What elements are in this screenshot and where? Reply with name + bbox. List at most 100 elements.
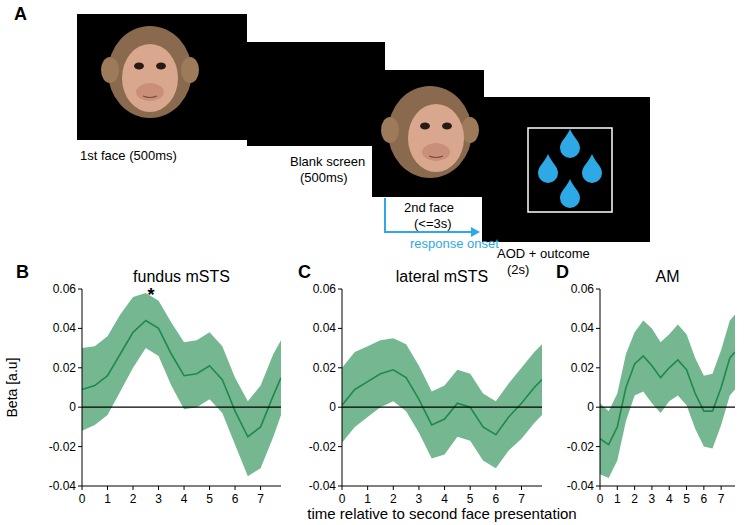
panel-letter: B	[16, 262, 29, 282]
x-tick	[418, 486, 419, 490]
face-ear	[101, 57, 119, 83]
significance-marker: *	[147, 285, 154, 305]
x-tick	[721, 486, 722, 490]
y-tick-label: 0.02	[571, 361, 595, 375]
y-tick-label: -0.04	[49, 479, 77, 493]
screen	[372, 70, 484, 197]
chart-title: AM	[656, 268, 680, 285]
y-tick	[338, 486, 342, 487]
x-axis	[82, 486, 281, 487]
x-tick	[367, 486, 368, 490]
x-tick-label: 6	[232, 492, 239, 506]
y-tick-label: 0	[69, 400, 76, 414]
plot-area	[82, 293, 281, 476]
screen	[482, 97, 650, 242]
x-tick-label: 3	[416, 492, 423, 506]
x-tick-label: 5	[206, 492, 213, 506]
step-label: Blank screen	[290, 154, 365, 169]
face-eye	[420, 123, 430, 130]
panel-letter: A	[14, 4, 27, 24]
x-tick	[444, 486, 445, 490]
x-tick	[470, 486, 471, 490]
y-tick	[596, 367, 600, 368]
x-tick	[703, 486, 704, 490]
ci-band	[600, 315, 735, 479]
y-tick	[596, 328, 600, 329]
x-tick-label: 4	[441, 492, 448, 506]
x-tick	[184, 486, 185, 490]
x-tick	[342, 486, 343, 490]
x-tick-label: 3	[649, 492, 656, 506]
face-skin	[408, 104, 464, 172]
x-tick-label: 6	[701, 492, 708, 506]
face-mouth	[429, 156, 443, 158]
face-skin	[122, 44, 178, 112]
step-label: AOD + outcome	[497, 246, 590, 261]
y-tick-label: 0	[587, 400, 594, 414]
y-tick-label: -0.02	[49, 440, 77, 454]
x-tick-label: 3	[155, 492, 162, 506]
x-tick-label: 1	[614, 492, 621, 506]
x-tick-label: 4	[666, 492, 673, 506]
y-tick-label: -0.02	[567, 440, 595, 454]
chart: Bfundus mSTS-0.04-0.0200.020.040.0601234…	[4, 262, 281, 506]
plot-area	[600, 315, 735, 479]
x-tick-label: 0	[339, 492, 346, 506]
y-tick	[78, 328, 82, 329]
ci-band	[342, 338, 542, 468]
x-tick-label: 7	[718, 492, 725, 506]
y-tick	[78, 446, 82, 447]
x-axis-label: time relative to second face presentatio…	[307, 505, 576, 522]
y-axis-label: Beta [a.u]	[4, 358, 20, 418]
plot-area	[342, 338, 542, 468]
y-tick-label: 0.06	[53, 282, 77, 296]
y-axis	[342, 289, 343, 486]
y-tick	[596, 446, 600, 447]
panel-letter: C	[298, 262, 311, 282]
y-tick-label: -0.04	[567, 479, 595, 493]
x-tick	[495, 486, 496, 490]
zero-line	[82, 407, 281, 408]
step-label: (<=3s)	[414, 216, 452, 231]
screen	[77, 14, 247, 140]
drop	[560, 179, 580, 208]
response-arrow	[385, 198, 474, 232]
x-tick	[393, 486, 394, 490]
y-tick-label: 0.02	[53, 361, 77, 375]
chart: Clateral mSTS-0.04-0.0200.020.040.060123…	[298, 262, 577, 522]
x-tick	[82, 486, 83, 490]
y-tick	[338, 289, 342, 290]
mean-line	[600, 352, 735, 445]
x-tick	[235, 486, 236, 490]
x-tick-label: 0	[79, 492, 86, 506]
y-tick-label: 0.04	[313, 321, 337, 335]
face-mouth	[143, 96, 157, 98]
face-eye	[134, 63, 144, 70]
y-tick-label: -0.02	[309, 440, 337, 454]
x-tick	[669, 486, 670, 490]
panel-letter: D	[556, 262, 569, 282]
x-tick-label: 6	[493, 492, 500, 506]
x-tick	[600, 486, 601, 490]
y-tick-label: 0.04	[53, 321, 77, 335]
response-label: response onset	[410, 236, 499, 251]
y-tick	[338, 446, 342, 447]
mean-line	[342, 370, 542, 435]
x-tick	[634, 486, 635, 490]
ci-band	[82, 293, 281, 476]
y-axis	[82, 289, 83, 486]
x-tick	[651, 486, 652, 490]
y-tick	[338, 407, 342, 408]
figure: A1st face (500ms)Blank screen(500ms)2nd …	[0, 0, 747, 525]
drop	[582, 154, 602, 183]
x-tick-label: 2	[390, 492, 397, 506]
face-ear	[181, 57, 199, 83]
x-axis	[600, 486, 735, 487]
y-tick	[78, 289, 82, 290]
x-tick	[209, 486, 210, 490]
chart-title: lateral mSTS	[396, 268, 488, 285]
x-tick-label: 5	[467, 492, 474, 506]
x-tick-label: 2	[130, 492, 137, 506]
face-fur	[388, 86, 472, 178]
face-eye	[156, 63, 166, 70]
